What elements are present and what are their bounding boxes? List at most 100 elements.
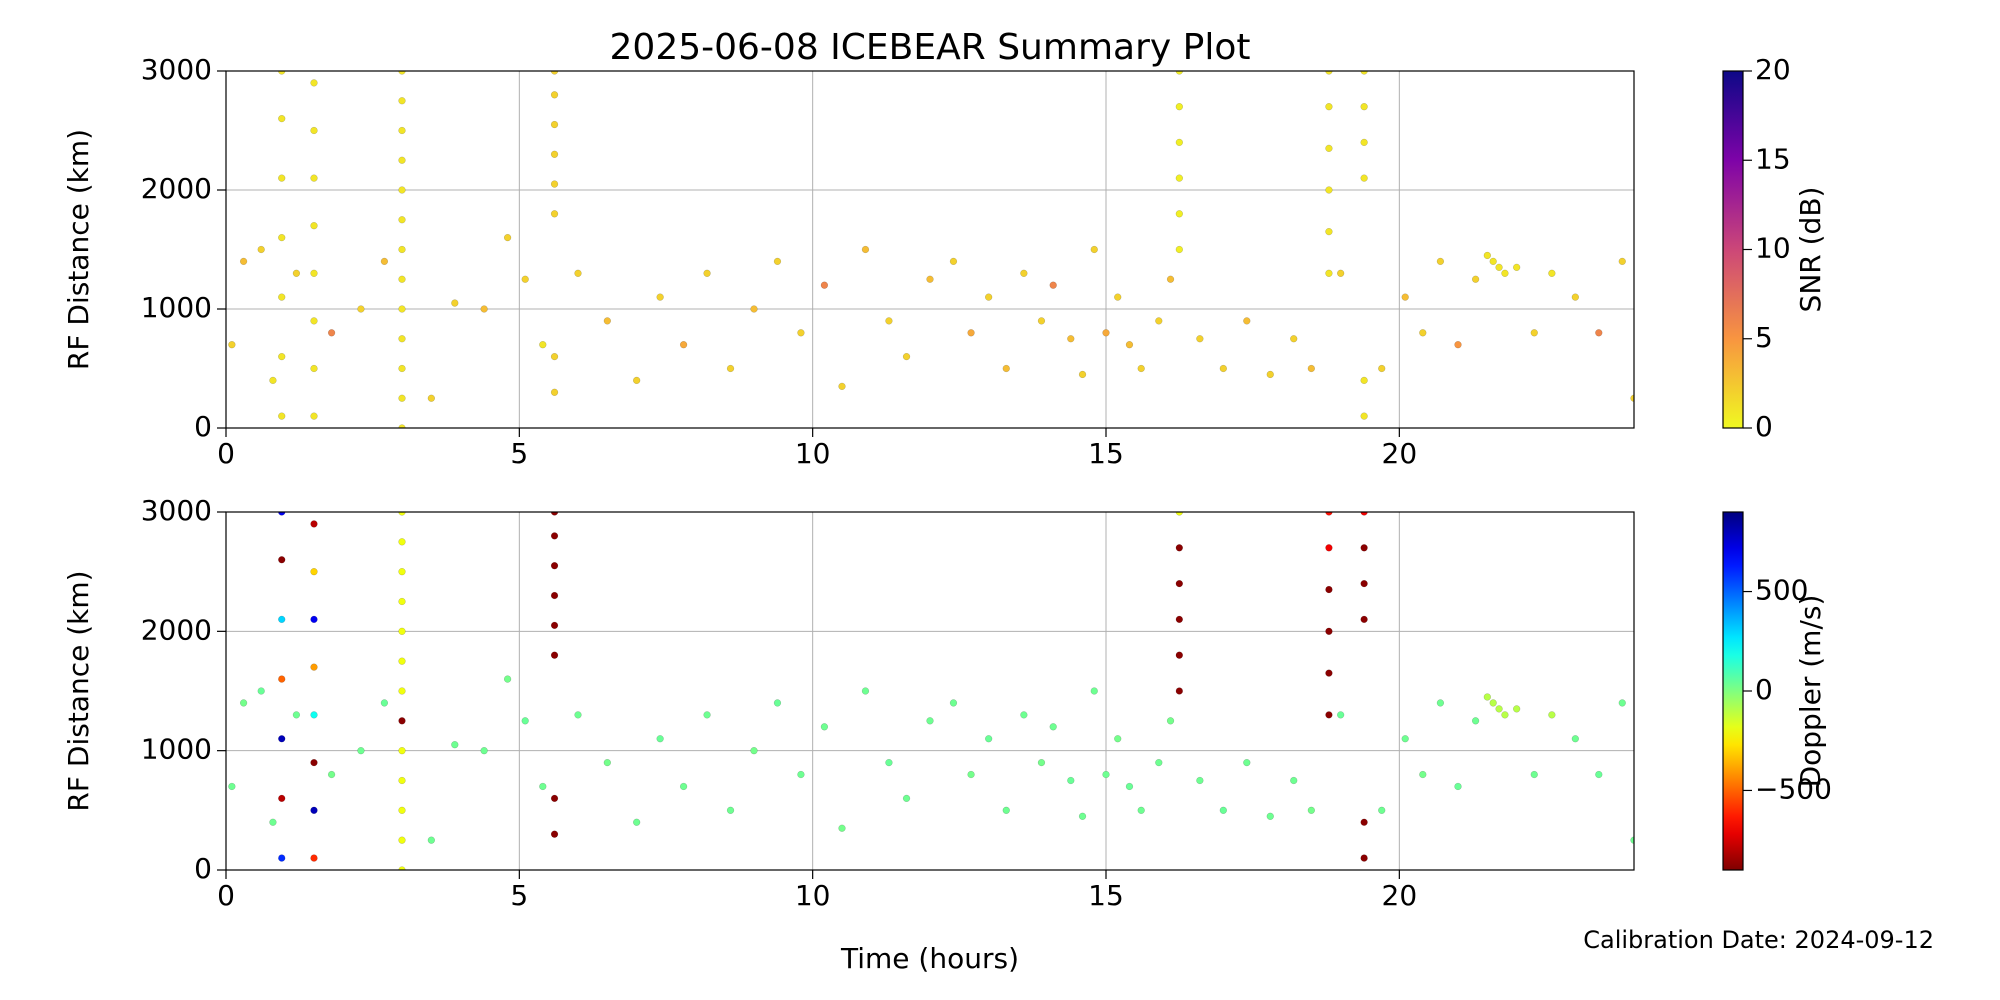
point	[310, 806, 318, 814]
point	[292, 269, 301, 277]
point	[861, 245, 870, 254]
point	[480, 305, 488, 313]
point	[550, 71, 559, 75]
plot-area	[226, 71, 1634, 428]
point	[398, 597, 406, 606]
colorbar-tick-label: 0	[1755, 673, 1773, 706]
y-tick-label: 0	[194, 852, 212, 885]
point	[398, 156, 406, 164]
point	[1175, 174, 1183, 182]
point	[1137, 364, 1145, 373]
point	[1530, 329, 1538, 337]
point	[239, 257, 248, 266]
point	[926, 275, 934, 283]
point	[278, 675, 286, 683]
point	[1454, 782, 1462, 791]
point	[949, 257, 958, 266]
point	[1325, 627, 1333, 635]
point	[656, 293, 664, 301]
point	[503, 233, 512, 242]
colorbar	[1722, 70, 1744, 429]
point	[398, 97, 406, 105]
point	[726, 806, 735, 814]
point	[1002, 364, 1010, 373]
point	[398, 216, 406, 224]
point	[967, 329, 975, 337]
point	[1175, 651, 1183, 659]
point	[269, 376, 277, 385]
point	[310, 758, 318, 767]
point	[1002, 806, 1010, 814]
point	[820, 281, 829, 289]
point	[1378, 806, 1386, 814]
point	[1175, 544, 1183, 552]
point	[703, 269, 711, 277]
point	[1078, 812, 1087, 820]
point	[926, 717, 934, 725]
point	[310, 79, 318, 87]
point	[1175, 245, 1183, 254]
point	[398, 305, 406, 313]
point	[398, 806, 406, 814]
point	[278, 556, 286, 564]
point	[521, 275, 529, 283]
point	[1049, 723, 1057, 731]
point	[1067, 776, 1075, 785]
point	[1548, 711, 1556, 719]
point	[550, 180, 559, 188]
point	[1571, 735, 1579, 743]
point	[398, 245, 406, 254]
x-tick-label: 10	[795, 437, 831, 470]
point	[1571, 293, 1579, 301]
point	[1360, 544, 1368, 552]
point	[838, 824, 846, 832]
point	[750, 305, 758, 313]
point	[885, 317, 893, 325]
point	[902, 352, 911, 361]
x-tick-label: 15	[1088, 879, 1124, 912]
point	[398, 717, 406, 725]
point	[1360, 854, 1368, 862]
x-tick-label: 0	[217, 437, 235, 470]
point	[1020, 269, 1028, 277]
point	[1530, 770, 1538, 779]
point	[398, 364, 406, 373]
y-tick-label: 1000	[141, 733, 212, 766]
point	[278, 854, 286, 862]
point	[1360, 376, 1368, 385]
point	[797, 329, 805, 337]
point	[310, 663, 318, 671]
point	[357, 305, 365, 313]
point	[1243, 758, 1251, 767]
point	[1175, 210, 1183, 218]
point	[327, 770, 336, 779]
point	[1618, 699, 1626, 707]
point	[1378, 364, 1386, 373]
point	[603, 758, 611, 767]
point	[633, 818, 641, 826]
point	[1483, 693, 1491, 701]
point	[398, 275, 406, 283]
point	[1595, 770, 1603, 779]
chart-title: 2025-06-08 ICEBEAR Summary Plot	[610, 27, 1251, 68]
x-tick-label: 20	[1382, 437, 1418, 470]
point	[1266, 370, 1274, 379]
point	[885, 758, 893, 767]
point	[1155, 758, 1163, 767]
point	[603, 317, 611, 325]
point	[278, 352, 286, 361]
point	[278, 174, 286, 182]
point	[1290, 776, 1298, 785]
point	[773, 257, 782, 266]
point	[310, 222, 318, 230]
point	[1243, 317, 1251, 325]
point	[1360, 174, 1368, 182]
point	[539, 341, 547, 349]
point	[503, 675, 512, 683]
point	[550, 91, 559, 99]
point	[550, 388, 559, 396]
point	[278, 794, 286, 803]
point	[269, 818, 277, 826]
x-axis-label: Time (hours)	[840, 942, 1019, 975]
